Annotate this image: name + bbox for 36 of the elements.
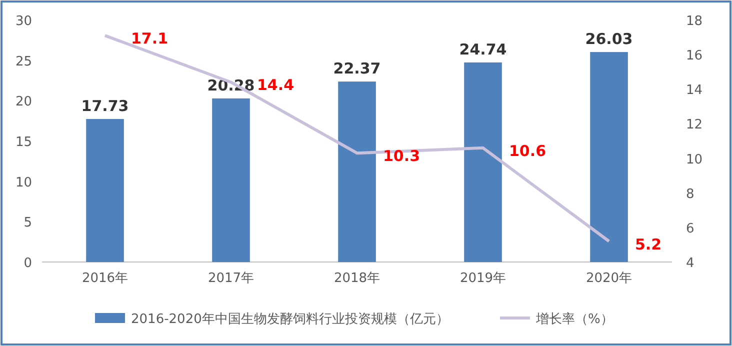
data-label: 10.6 [509, 142, 546, 160]
bar [338, 82, 376, 262]
y2-tick-label: 12 [686, 118, 703, 133]
x-tick-label: 2018年 [334, 271, 380, 286]
bar [86, 118, 124, 262]
x-tick-label: 2016年 [82, 271, 128, 286]
bar [464, 62, 502, 262]
y-tick-label: 30 [15, 14, 32, 29]
legend-label: 2016-2020年中国生物发酵饲料行业投资规模（亿元） [131, 312, 449, 327]
data-label: 17.1 [131, 30, 168, 48]
y-tick-label: 5 [24, 216, 32, 231]
x-tick-label: 2017年 [208, 271, 254, 286]
bar [590, 52, 628, 262]
data-label: 10.3 [383, 147, 420, 166]
data-label: 17.73 [81, 96, 129, 115]
y2-tick-label: 16 [686, 48, 703, 64]
y2-tick-label: 6 [686, 221, 694, 236]
y2-tick-label: 4 [686, 256, 694, 271]
x-tick-label: 2020年 [586, 271, 632, 286]
y2-tick-label: 10 [686, 152, 703, 168]
y-tick-label: 15 [15, 135, 32, 150]
data-label: 22.37 [333, 60, 381, 78]
y-tick-label: 0 [24, 256, 32, 271]
y2-tick-label: 18 [686, 14, 703, 29]
y2-tick-label: 8 [686, 186, 694, 202]
y-tick-label: 25 [15, 54, 32, 70]
y2-tick-label: 14 [686, 83, 703, 98]
bar [212, 98, 250, 262]
data-label: 14.4 [257, 76, 294, 94]
y-tick-label: 20 [15, 94, 32, 110]
data-label: 5.2 [635, 235, 662, 254]
data-label: 26.03 [585, 30, 633, 48]
data-label: 24.74 [459, 40, 507, 58]
y-tick-label: 10 [15, 175, 32, 190]
legend-label: 增长率（%） [535, 311, 614, 327]
x-tick-label: 2019年 [460, 271, 506, 286]
